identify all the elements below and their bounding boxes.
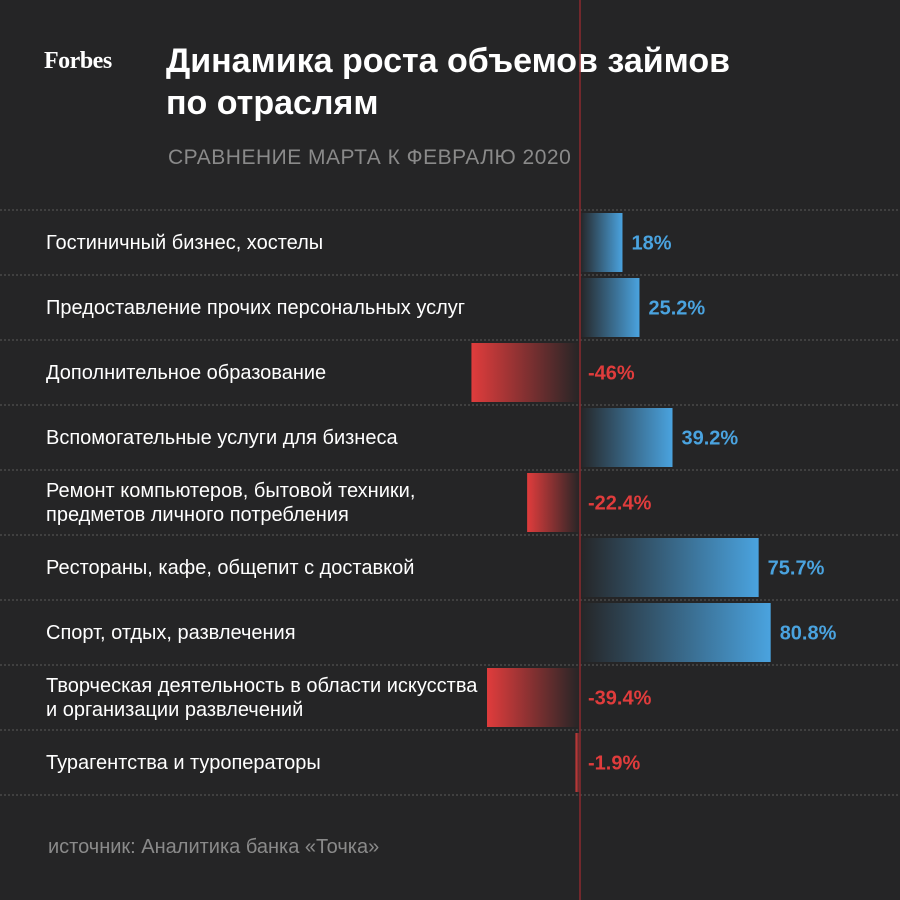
value-labels-group: 18% 25.2% -46% 39.2% -22.4% 75.7% 80.8% -39.4% -… <box>588 233 837 775</box>
forbes-logo: Forbes <box>44 48 112 74</box>
category-label: Дополнительное образование <box>46 361 327 384</box>
bar <box>527 473 580 532</box>
source-note: источник: Аналитика банка «Точка» <box>48 836 380 858</box>
bar <box>580 603 771 662</box>
category-label: Вспомогательные услуги для бизнеса <box>46 426 398 449</box>
row-separators <box>0 209 900 796</box>
value-label: -1.9% <box>588 753 640 775</box>
bar <box>580 538 759 597</box>
value-label: 39.2% <box>682 428 739 450</box>
value-label: 25.2% <box>648 298 705 320</box>
value-label: -22.4% <box>588 493 652 515</box>
bar <box>487 668 580 727</box>
value-label: 80.8% <box>780 623 837 645</box>
chart-title: Динамика роста объемов займов по отрасля… <box>166 42 731 122</box>
value-label: 75.7% <box>768 558 825 580</box>
category-label: Спорт, отдых, развлечения <box>46 621 296 644</box>
value-label: -39.4% <box>588 688 652 710</box>
bar <box>580 408 673 467</box>
bar <box>471 343 580 402</box>
value-label: 18% <box>631 233 671 255</box>
chart-subtitle: СРАВНЕНИЕ МАРТА К ФЕВРАЛЮ 2020 <box>168 146 572 169</box>
category-label: Творческая деятельность в области искусс… <box>46 674 478 721</box>
category-label: Предоставление прочих персональных услуг <box>46 296 466 319</box>
bar <box>580 278 640 337</box>
bars-group <box>471 213 771 792</box>
bar <box>580 213 623 272</box>
category-label: Ремонт компьютеров, бытовой техники, пре… <box>46 479 416 526</box>
category-label: Гостиничный бизнес, хостелы <box>46 231 324 254</box>
value-label: -46% <box>588 363 635 385</box>
bar <box>575 733 580 792</box>
category-label: Турагентства и туроператоры <box>46 751 321 774</box>
category-label: Рестораны, кафе, общепит с доставкой <box>46 556 415 579</box>
